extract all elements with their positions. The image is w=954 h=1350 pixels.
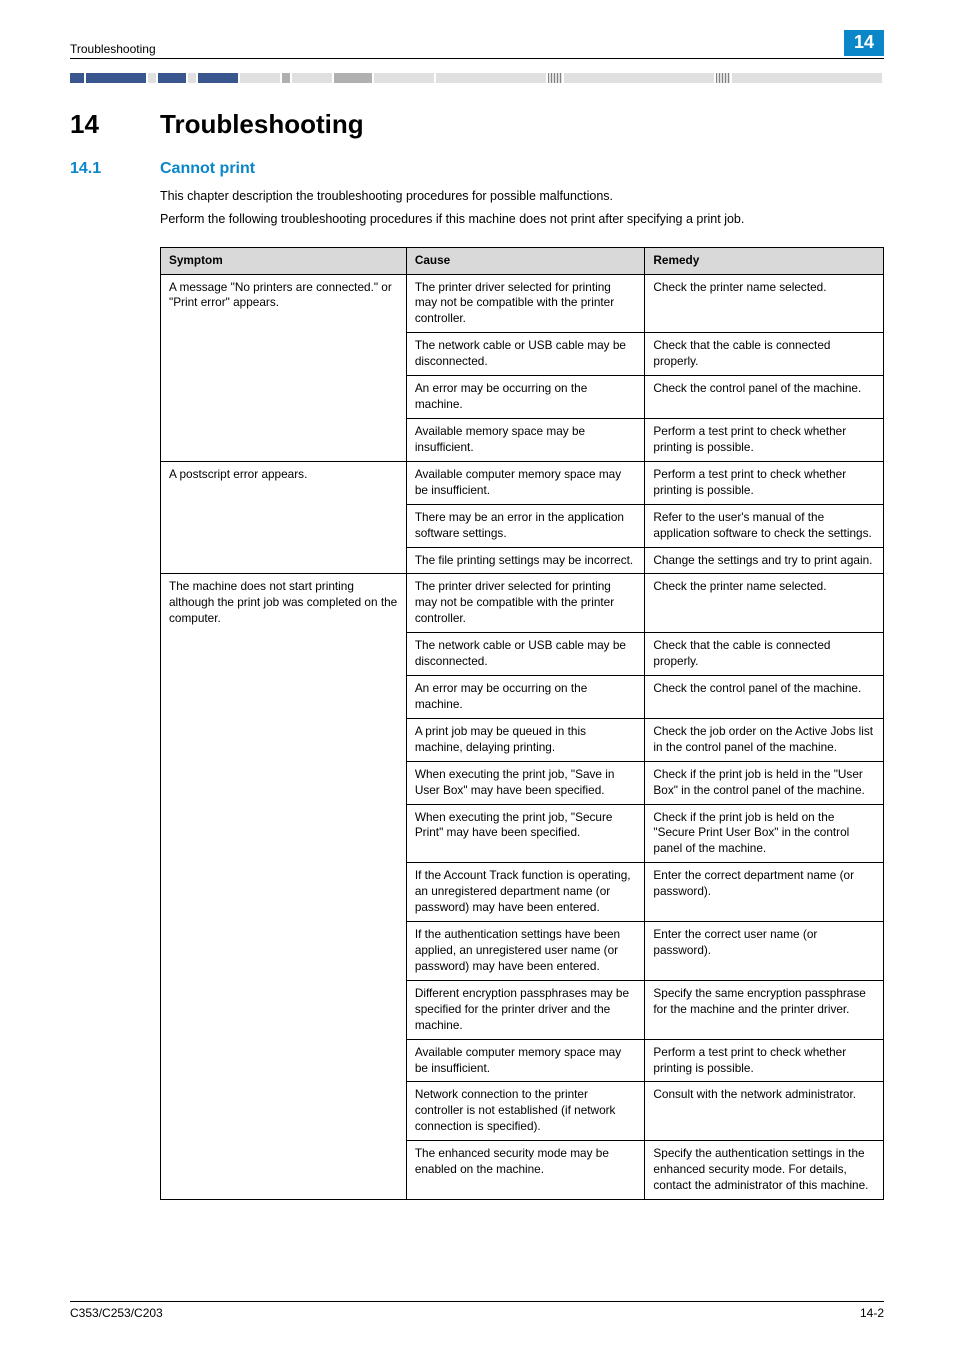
cause-cell: Different encryption passphrases may be … [406,980,645,1039]
cause-cell: An error may be occurring on the machine… [406,676,645,719]
cause-cell: Network connection to the printer contro… [406,1082,645,1141]
symptom-cell: A message "No printers are connected." o… [161,274,407,461]
table-body: A message "No printers are connected." o… [161,274,884,1199]
cause-cell: There may be an error in the application… [406,504,645,547]
remedy-cell: Check the printer name selected. [645,274,884,333]
chapter-number-box: 14 [844,30,884,56]
cause-cell: If the Account Track function is operati… [406,863,645,922]
remedy-cell: Check the control panel of the machine. [645,376,884,419]
remedy-cell: Check that the cable is connected proper… [645,633,884,676]
running-header: Troubleshooting 14 [70,30,884,59]
running-title: Troubleshooting [70,42,156,56]
symptom-cell: The machine does not start printing alth… [161,574,407,1200]
cause-cell: When executing the print job, "Save in U… [406,761,645,804]
remedy-cell: Change the settings and try to print aga… [645,547,884,574]
cause-cell: A print job may be queued in this machin… [406,718,645,761]
cause-cell: If the authentication settings have been… [406,922,645,981]
remedy-cell: Perform a test print to check whether pr… [645,1039,884,1082]
remedy-cell: Perform a test print to check whether pr… [645,418,884,461]
heading-2-text: Cannot print [160,160,255,178]
cause-cell: The printer driver selected for printing… [406,574,645,633]
cause-cell: Available computer memory space may be i… [406,461,645,504]
remedy-cell: Specify the same encryption passphrase f… [645,980,884,1039]
cause-cell: When executing the print job, "Secure Pr… [406,804,645,863]
remedy-cell: Check the control panel of the machine. [645,676,884,719]
heading-1-text: Troubleshooting [160,109,364,140]
table-row: A message "No printers are connected." o… [161,274,884,333]
remedy-cell: Enter the correct user name (or password… [645,922,884,981]
cause-cell: The enhanced security mode may be enable… [406,1141,645,1200]
table-header-cause: Cause [406,247,645,274]
table-header-symptom: Symptom [161,247,407,274]
paragraph: This chapter description the troubleshoo… [160,188,884,206]
troubleshooting-table: Symptom Cause Remedy A message "No print… [160,247,884,1200]
cause-cell: The file printing settings may be incorr… [406,547,645,574]
remedy-cell: Check that the cable is connected proper… [645,333,884,376]
footer-left: C353/C253/C203 [70,1306,163,1320]
remedy-cell: Check if the print job is held on the "S… [645,804,884,863]
heading-2: 14.1 Cannot print [70,160,884,178]
cause-cell: The printer driver selected for printing… [406,274,645,333]
remedy-cell: Enter the correct department name (or pa… [645,863,884,922]
symptom-cell: A postscript error appears. [161,461,407,574]
remedy-cell: Perform a test print to check whether pr… [645,461,884,504]
remedy-cell: Check the printer name selected. [645,574,884,633]
cause-cell: The network cable or USB cable may be di… [406,633,645,676]
remedy-cell: Check if the print job is held in the "U… [645,761,884,804]
heading-1: 14 Troubleshooting [70,109,884,140]
cause-cell: Available memory space may be insufficie… [406,418,645,461]
table-row: The machine does not start printing alth… [161,574,884,633]
cause-cell: An error may be occurring on the machine… [406,376,645,419]
cause-cell: The network cable or USB cable may be di… [406,333,645,376]
remedy-cell: Specify the authentication settings in t… [645,1141,884,1200]
remedy-cell: Check the job order on the Active Jobs l… [645,718,884,761]
heading-1-number: 14 [70,109,160,140]
decorative-divider [70,73,884,83]
remedy-cell: Consult with the network administrator. [645,1082,884,1141]
cause-cell: Available computer memory space may be i… [406,1039,645,1082]
footer-right: 14-2 [860,1306,884,1320]
heading-2-number: 14.1 [70,160,160,178]
table-header-remedy: Remedy [645,247,884,274]
paragraph: Perform the following troubleshooting pr… [160,211,884,229]
table-header-row: Symptom Cause Remedy [161,247,884,274]
table-row: A postscript error appears.Available com… [161,461,884,504]
remedy-cell: Refer to the user's manual of the applic… [645,504,884,547]
page-footer: C353/C253/C203 14-2 [70,1301,884,1320]
